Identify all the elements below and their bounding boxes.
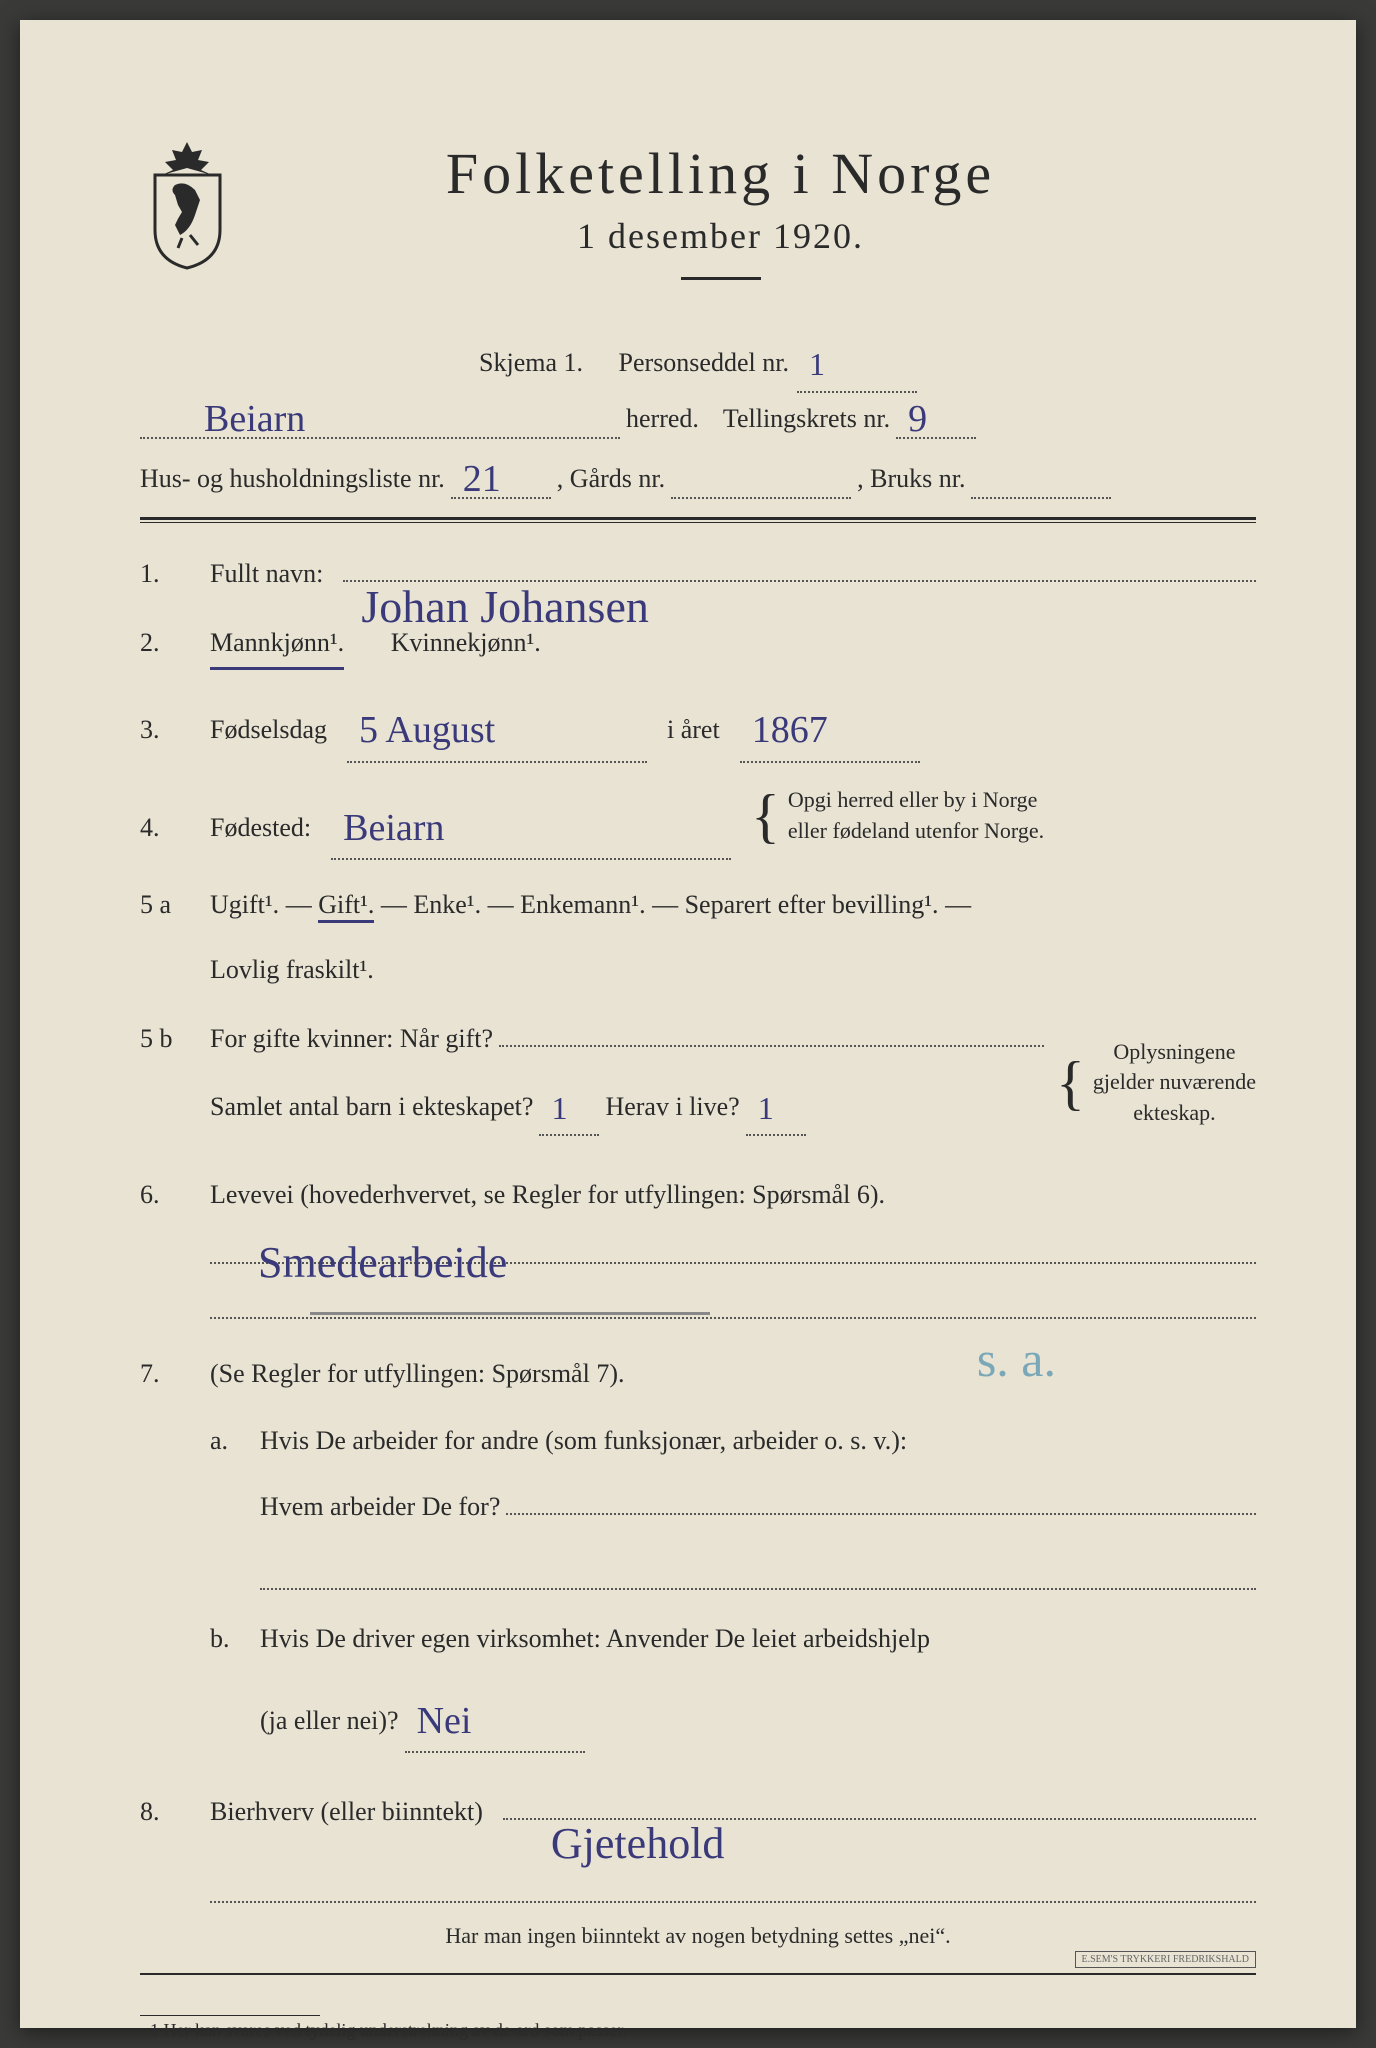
q7a-text1: Hvis De arbeider for andre (som funksjon… bbox=[260, 1418, 1256, 1465]
q7b-text1: Hvis De driver egen virksomhet: Anvender… bbox=[260, 1616, 1256, 1663]
q2-opt1: Mannkjønn¹. bbox=[210, 620, 344, 671]
section-divider-top bbox=[140, 517, 1256, 523]
skjema-label: Skjema 1. bbox=[479, 338, 583, 387]
pencil-strike bbox=[310, 1312, 710, 1315]
q5b-l2a: Samlet antal barn i ekteskapet? bbox=[210, 1084, 533, 1131]
skjema-line: Skjema 1. Personseddel nr. 1 bbox=[140, 330, 1256, 393]
printer-stamp: E.SEM'S TRYKKERI FREDRIKSHALD bbox=[1075, 1951, 1256, 1968]
bruks-nr bbox=[975, 458, 991, 500]
main-title: Folketelling i Norge bbox=[265, 140, 1176, 207]
title-block: Folketelling i Norge 1 desember 1920. bbox=[265, 140, 1256, 310]
q8-value: Gjetehold bbox=[543, 1804, 733, 1828]
q5b-l1a: For gifte kvinner: Når gift? bbox=[210, 1016, 493, 1063]
q6-value: Smedearbeide bbox=[250, 1223, 515, 1270]
q7b-text2: (ja eller nei)? bbox=[260, 1698, 399, 1745]
footnote: 1 Her kan svares ved tydelig understrekn… bbox=[150, 2020, 1256, 2041]
q5b-aside2: gjelder nuværende bbox=[1093, 1067, 1256, 1098]
q7a-label: a. bbox=[210, 1418, 240, 1601]
q5b-aside1: Oplysningene bbox=[1093, 1037, 1256, 1068]
husliste-nr: 21 bbox=[455, 458, 509, 500]
q4-aside1: Opgi herred eller by i Norge bbox=[788, 785, 1044, 816]
pencil-annotation: s. a. bbox=[977, 1314, 1056, 1404]
q4-num: 4. bbox=[140, 805, 190, 852]
q5a-opt4: Separert efter bevilling¹. bbox=[685, 890, 939, 919]
gards-nr bbox=[675, 458, 691, 500]
q5b: 5 b For gifte kvinner: Når gift? Samlet … bbox=[140, 1016, 1256, 1150]
q5b-l2b: Herav i live? bbox=[605, 1084, 739, 1131]
q5b-aside3: ekteskap. bbox=[1093, 1098, 1256, 1129]
q5a-opt3: Enkemann¹. bbox=[520, 890, 645, 919]
herred-line: Beiarn herred. Tellingskrets nr. 9 bbox=[140, 393, 1256, 439]
footer-note: Har man ingen biinntekt av nogen betydni… bbox=[140, 1923, 1256, 1949]
q5a: 5 a Ugift¹. — Gift¹. — Enke¹. — Enkemann… bbox=[140, 882, 1256, 994]
q8-label: Bierhverv (eller biinntekt) bbox=[210, 1789, 483, 1836]
q7b-label: b. bbox=[210, 1616, 240, 1767]
q4-aside2: eller fødeland utenfor Norge. bbox=[788, 816, 1044, 847]
subtitle-date: 1 desember 1920. bbox=[265, 215, 1176, 257]
q7-num: 7. bbox=[140, 1351, 190, 1398]
census-form-page: Folketelling i Norge 1 desember 1920. Sk… bbox=[20, 20, 1356, 2028]
q6-num: 6. bbox=[140, 1172, 190, 1219]
q5a-num: 5 a bbox=[140, 882, 190, 929]
q1-num: 1. bbox=[140, 551, 190, 598]
q5b-val2: 1 bbox=[750, 1090, 782, 1126]
q5a-opt1: Gift¹. bbox=[318, 890, 374, 923]
gards-label: , Gårds nr. bbox=[557, 464, 665, 494]
q3: 3. Fødselsdag 5 August i året 1867 bbox=[140, 692, 1256, 762]
section-divider-bottom bbox=[140, 1973, 1256, 1975]
q8-line2 bbox=[210, 1858, 1256, 1903]
q3-label1: Fødselsdag bbox=[210, 707, 327, 754]
q7-label: (Se Regler for utfyllingen: Spørsmål 7). bbox=[210, 1351, 624, 1398]
q1-label: Fullt navn: bbox=[210, 551, 323, 598]
q3-day: 5 August bbox=[351, 709, 503, 751]
q8-num: 8. bbox=[140, 1789, 190, 1836]
q5a-opt0: Ugift¹. bbox=[210, 890, 279, 919]
title-divider bbox=[681, 277, 761, 280]
q5b-aside: { Oplysningene gjelder nuværende ekteska… bbox=[1056, 1037, 1256, 1129]
q1-value: Johan Johansen bbox=[353, 566, 656, 590]
q5b-num: 5 b bbox=[140, 1016, 190, 1063]
footnote-rule bbox=[140, 2015, 320, 2016]
q8: 8. Bierhverv (eller biinntekt) Gjetehold bbox=[140, 1789, 1256, 1836]
q5a-opt2: Enke¹. bbox=[413, 890, 481, 919]
tellingskrets-nr: 9 bbox=[900, 398, 935, 440]
herred-value: Beiarn bbox=[144, 398, 313, 440]
header: Folketelling i Norge 1 desember 1920. bbox=[140, 140, 1256, 310]
q4-value: Beiarn bbox=[335, 807, 452, 849]
q4-label: Fødested: bbox=[210, 805, 311, 852]
q7: 7. (Se Regler for utfyllingen: Spørsmål … bbox=[140, 1351, 1256, 1768]
tellingskrets-label: Tellingskrets nr. bbox=[723, 404, 890, 434]
personseddel-label: Personseddel nr. bbox=[619, 338, 789, 387]
q7b-value: Nei bbox=[409, 1700, 480, 1742]
q6-label: Levevei (hovederhvervet, se Regler for u… bbox=[210, 1172, 885, 1219]
q5b-val1: 1 bbox=[543, 1090, 575, 1126]
husliste-label: Hus- og husholdningsliste nr. bbox=[140, 464, 445, 494]
coat-of-arms-icon bbox=[140, 140, 235, 270]
personseddel-nr: 1 bbox=[801, 346, 833, 382]
q3-label2: i året bbox=[667, 707, 720, 754]
q5a-cont: Lovlig fraskilt¹. bbox=[210, 947, 1256, 994]
q2: 2. Mannkjønn¹. Kvinnekjønn¹. bbox=[140, 620, 1256, 671]
bruks-label: , Bruks nr. bbox=[857, 464, 965, 494]
q2-num: 2. bbox=[140, 620, 190, 667]
q3-num: 3. bbox=[140, 707, 190, 754]
q1: 1. Fullt navn: Johan Johansen bbox=[140, 551, 1256, 598]
q3-year: 1867 bbox=[744, 709, 836, 751]
q4-aside: { Opgi herred eller by i Norge eller fød… bbox=[751, 785, 1044, 847]
q6: 6. Levevei (hovederhvervet, se Regler fo… bbox=[140, 1172, 1256, 1329]
q4: 4. Fødested: Beiarn { Opgi herred eller … bbox=[140, 785, 1256, 860]
q7a-text2: Hvem arbeider De for? bbox=[260, 1484, 500, 1531]
herred-label: herred. bbox=[626, 404, 699, 434]
husliste-line: Hus- og husholdningsliste nr. 21 , Gårds… bbox=[140, 453, 1256, 499]
